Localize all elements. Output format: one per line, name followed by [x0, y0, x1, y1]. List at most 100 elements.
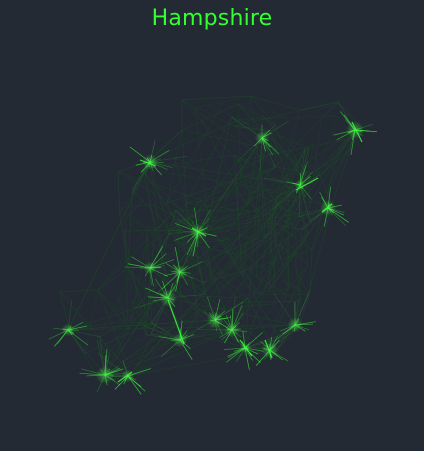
network-edge	[104, 319, 216, 376]
network-edge	[267, 222, 298, 302]
network-edge	[67, 161, 151, 331]
network-edge	[117, 297, 135, 323]
network-edge	[127, 320, 135, 323]
network-edge	[268, 213, 303, 231]
network-edge	[266, 264, 309, 347]
network-edge	[128, 246, 146, 330]
network-edge	[146, 229, 153, 324]
network-edge	[67, 297, 169, 331]
network-edge	[234, 125, 270, 131]
network-edge	[123, 230, 135, 323]
network-edge	[292, 158, 306, 198]
network-edge	[69, 320, 128, 331]
network-edge	[240, 259, 270, 291]
network-edge	[200, 199, 241, 256]
network-edge	[97, 352, 110, 355]
network-edge	[117, 297, 216, 331]
network-edge	[149, 161, 169, 299]
network-edge	[241, 264, 309, 346]
network-edge	[197, 207, 329, 233]
network-edge	[149, 161, 301, 186]
network-edge	[269, 130, 308, 187]
network-edge	[97, 289, 126, 361]
network-edge	[84, 289, 99, 354]
network-edge	[273, 196, 277, 294]
network-edge	[299, 289, 311, 326]
network-edge	[187, 206, 247, 219]
network-edge	[96, 339, 110, 358]
network-edge	[256, 169, 261, 276]
network-edge	[173, 203, 187, 241]
network-edge	[96, 246, 146, 341]
network-edge	[59, 291, 73, 301]
network-edge	[274, 276, 309, 295]
network-edge	[268, 148, 306, 214]
network-hub	[143, 261, 157, 275]
network-edge	[97, 289, 130, 330]
network-edge	[208, 225, 270, 291]
network-edge	[167, 184, 301, 299]
network-edge	[265, 101, 339, 132]
network-edge	[124, 200, 144, 219]
network-hub	[261, 341, 279, 359]
network-edge	[194, 95, 251, 109]
network-edge	[166, 101, 224, 204]
network-edge	[99, 324, 121, 337]
network-edge	[179, 329, 233, 341]
network-edge	[242, 301, 298, 303]
network-edge	[299, 148, 306, 186]
network-edge	[117, 297, 130, 330]
network-edge	[149, 159, 170, 234]
network-edge	[234, 125, 267, 132]
network-edge	[268, 234, 310, 291]
network-edge	[308, 204, 333, 295]
network-edge	[291, 180, 300, 298]
network-hub	[121, 369, 135, 383]
network-edge	[204, 249, 313, 284]
network-edge	[266, 288, 289, 347]
network-edge	[309, 249, 313, 291]
network-edge	[231, 116, 309, 149]
network-edge	[194, 107, 248, 208]
network-edge	[145, 154, 235, 170]
network-edge	[173, 240, 241, 256]
network-hub	[61, 323, 75, 337]
network-edge	[244, 137, 263, 349]
network-edge	[243, 232, 282, 277]
network-hub	[287, 317, 303, 333]
network-hub	[96, 366, 114, 384]
network-edge	[234, 125, 296, 186]
network-edges-dim	[59, 95, 363, 383]
network-edge	[244, 184, 301, 349]
network-edge	[234, 101, 339, 127]
network-edge	[287, 191, 289, 289]
network-edge	[181, 99, 238, 162]
network-edge	[237, 138, 352, 162]
network-edge	[276, 185, 296, 197]
network-edge	[127, 329, 233, 377]
network-edge	[97, 322, 135, 354]
network-edge	[221, 232, 282, 241]
network-edge	[123, 230, 147, 335]
network-edge	[181, 129, 277, 151]
network-edge	[166, 166, 276, 204]
network-hub	[172, 264, 188, 280]
network-edge	[125, 310, 200, 361]
network-edge	[273, 288, 289, 294]
network-edge	[256, 233, 309, 277]
network-edge	[131, 339, 151, 376]
network-edge	[171, 210, 176, 231]
network-edge	[200, 166, 276, 201]
network-hub	[346, 121, 364, 139]
network-edge	[221, 181, 262, 241]
network-edge	[181, 95, 251, 101]
network-edge	[177, 117, 232, 220]
network-edge	[299, 229, 303, 326]
network-edge	[166, 129, 183, 204]
network-edge	[124, 218, 206, 295]
network-hub	[294, 179, 306, 191]
network-edge	[208, 224, 276, 278]
network-edge	[154, 213, 269, 232]
